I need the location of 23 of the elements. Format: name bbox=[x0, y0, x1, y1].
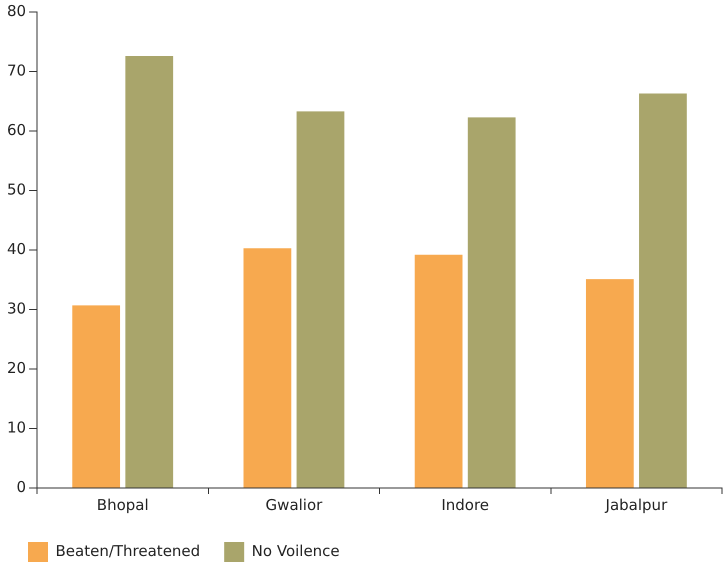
y-tick-label: 30 bbox=[6, 299, 26, 318]
y-tick-label: 0 bbox=[16, 478, 26, 496]
legend-label: No Voilence bbox=[252, 542, 340, 560]
y-tick-label: 10 bbox=[6, 418, 26, 436]
bar bbox=[244, 248, 292, 488]
y-tick-label: 40 bbox=[6, 240, 26, 258]
y-tick-label: 80 bbox=[6, 2, 26, 20]
x-tick-label: Gwalior bbox=[266, 496, 324, 514]
y-tick-label: 20 bbox=[6, 358, 26, 377]
y-tick-label: 70 bbox=[6, 61, 26, 80]
x-tick-label: Indore bbox=[441, 496, 490, 514]
bar bbox=[414, 254, 463, 488]
bar bbox=[125, 56, 174, 488]
bar bbox=[468, 117, 516, 488]
bar bbox=[72, 305, 120, 488]
legend-label: Beaten/Threatened bbox=[56, 542, 200, 560]
bar bbox=[639, 94, 687, 488]
x-tick-label: Jabalpur bbox=[604, 496, 668, 514]
bar bbox=[586, 279, 634, 488]
y-tick-label: 60 bbox=[6, 120, 26, 139]
y-tick-label: 50 bbox=[6, 180, 26, 198]
x-tick-label: Bhopal bbox=[96, 496, 149, 514]
bar bbox=[296, 111, 344, 488]
